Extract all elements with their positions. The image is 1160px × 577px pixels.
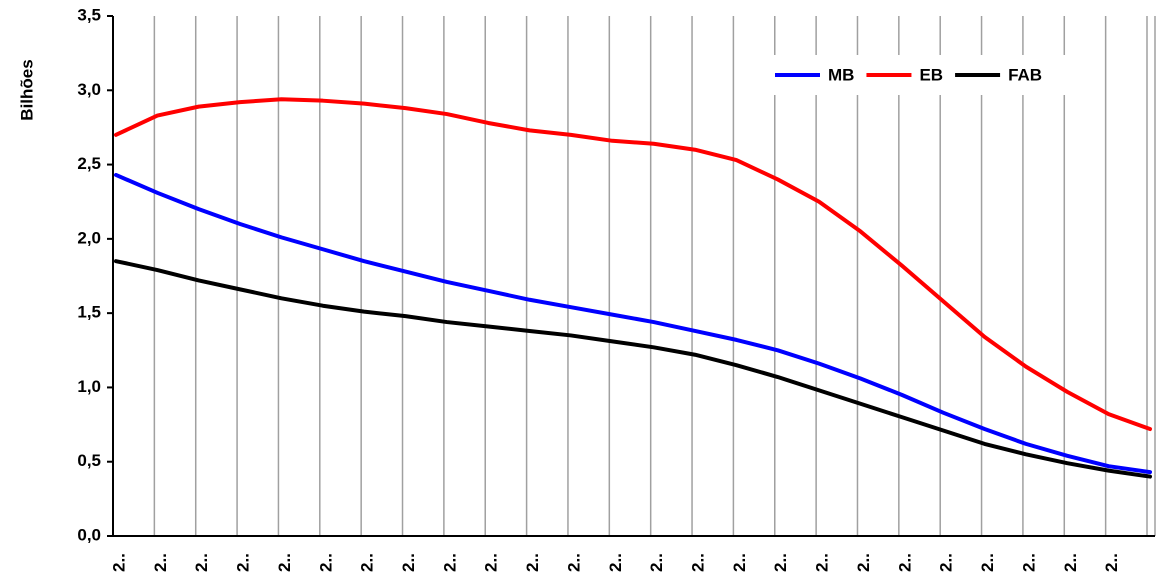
line-series — [114, 172, 1152, 475]
x-tick-label: 2.. — [1019, 553, 1038, 572]
x-tick-label: 2.. — [564, 553, 583, 572]
x-tick-label: 2.. — [358, 553, 377, 572]
x-tick-label: 2.. — [523, 553, 542, 572]
x-tick-label: 2.. — [937, 553, 956, 572]
x-tick-label: 2.. — [316, 553, 335, 572]
x-tick-label: 2.. — [978, 553, 997, 572]
y-tick-label: 2,0 — [77, 228, 101, 247]
y-tick-label: 0,0 — [77, 525, 101, 544]
x-tick-label: 2.. — [482, 553, 501, 572]
x-tick-label: 2.. — [1061, 553, 1080, 572]
x-tick-label: 2.. — [771, 553, 790, 572]
x-tick-label: 2.. — [1102, 553, 1121, 572]
y-tick-label: 0,5 — [77, 451, 101, 470]
x-tick-label: 2.. — [730, 553, 749, 572]
legend-label: FAB — [1008, 65, 1042, 84]
x-tick-label: 2.. — [399, 553, 418, 572]
x-tick-label: 2.. — [689, 553, 708, 572]
y-tick-label: 3,0 — [77, 80, 101, 99]
x-tick-label: 2.. — [275, 553, 294, 572]
x-tick-label: 2.. — [606, 553, 625, 572]
legend-label: MB — [828, 65, 854, 84]
x-tick-label: 2.. — [647, 553, 666, 572]
line-series — [114, 259, 1152, 479]
x-tick-label: 2.. — [192, 553, 211, 572]
line-series — [114, 97, 1152, 432]
y-tick-label: 1,0 — [77, 377, 101, 396]
x-tick-label: 2.. — [854, 553, 873, 572]
y-tick-label: 2,5 — [77, 154, 101, 173]
legend: MB EB FAB — [765, 55, 1097, 95]
x-tick-label: 2.. — [109, 553, 128, 572]
x-tick-label: 2.. — [895, 553, 914, 572]
y-tick-label: 3,5 — [77, 5, 101, 24]
x-tick-label: 2.. — [440, 553, 459, 572]
y-tick-label: 1,5 — [77, 303, 101, 322]
y-axis-label: Bilhões — [17, 59, 36, 120]
x-tick-label: 2.. — [813, 553, 832, 572]
x-tick-label: 2.. — [151, 553, 170, 572]
legend-label: EB — [919, 65, 943, 84]
legend-box — [765, 55, 1097, 95]
x-tick-label: 2.. — [234, 553, 253, 572]
